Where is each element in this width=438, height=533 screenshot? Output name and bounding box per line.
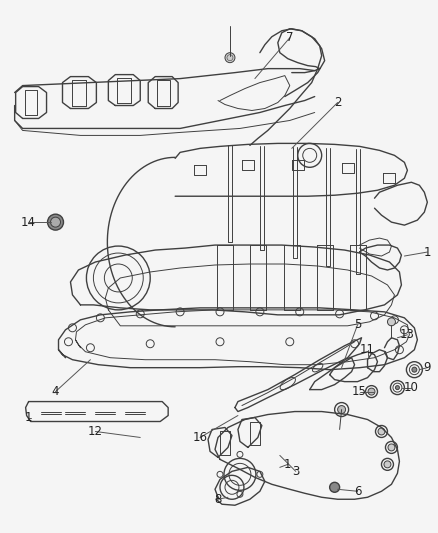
Text: 9: 9 (424, 361, 431, 374)
Text: 5: 5 (354, 318, 361, 332)
Text: 16: 16 (193, 431, 208, 444)
Text: 7: 7 (286, 31, 293, 44)
Text: 6: 6 (354, 485, 361, 498)
Circle shape (50, 217, 60, 227)
Text: 15: 15 (352, 385, 367, 398)
Circle shape (388, 444, 395, 451)
Text: 2: 2 (334, 96, 341, 109)
Text: 4: 4 (52, 385, 59, 398)
Text: 13: 13 (400, 328, 415, 341)
Circle shape (396, 385, 399, 390)
Text: 11: 11 (360, 343, 375, 356)
Text: 3: 3 (292, 465, 300, 478)
Text: 1: 1 (25, 411, 32, 424)
Circle shape (378, 428, 385, 435)
Circle shape (368, 388, 375, 395)
Circle shape (225, 53, 235, 63)
Text: 14: 14 (21, 216, 36, 229)
Text: 8: 8 (214, 493, 222, 506)
Circle shape (338, 406, 346, 414)
Text: 1: 1 (284, 458, 292, 471)
Circle shape (412, 367, 417, 372)
Text: 10: 10 (404, 381, 419, 394)
Circle shape (48, 214, 64, 230)
Text: 1: 1 (424, 246, 431, 259)
Circle shape (384, 461, 391, 468)
Circle shape (388, 318, 396, 326)
Circle shape (330, 482, 339, 492)
Text: 12: 12 (88, 425, 103, 438)
